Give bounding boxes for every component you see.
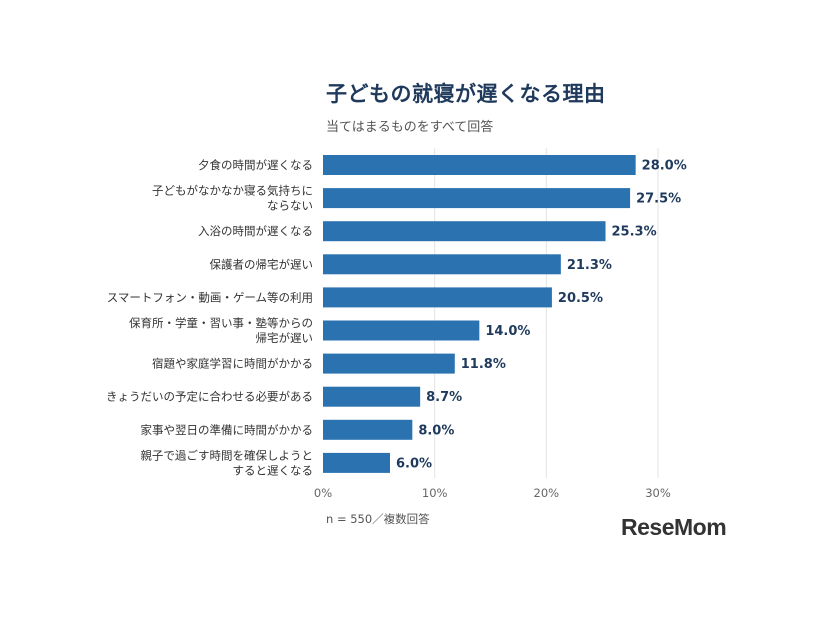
bar	[323, 221, 606, 242]
x-tick-label: 0%	[314, 486, 332, 500]
value-label: 25.3%	[612, 225, 657, 240]
value-label: 8.7%	[426, 390, 462, 405]
value-label: 8.0%	[418, 423, 454, 438]
category-label: 夕食の時間が遅くなる	[198, 158, 313, 172]
bars	[323, 155, 636, 473]
resemom-logo: ReseMom	[621, 514, 727, 540]
value-label: 28.0%	[642, 159, 687, 174]
bar	[323, 353, 455, 374]
bar	[323, 287, 552, 308]
category-label: 家事や翌日の準備に時間がかかる	[141, 423, 314, 437]
bar	[323, 452, 390, 473]
value-label: 21.3%	[567, 258, 612, 273]
x-tick-label: 20%	[534, 486, 560, 500]
x-tick-label: 10%	[422, 486, 448, 500]
category-label: スマートフォン・動画・ゲーム等の利用	[107, 290, 313, 304]
bar	[323, 155, 636, 175]
value-label: 20.5%	[558, 291, 603, 306]
bar	[323, 386, 421, 407]
category-labels: 夕食の時間が遅くなる子どもがなかなか寝る気持ちにならない入浴の時間が遅くなる保護…	[106, 158, 313, 477]
value-label: 6.0%	[396, 456, 432, 471]
value-label: 11.8%	[461, 357, 506, 372]
value-label: 27.5%	[636, 192, 681, 207]
bar	[323, 419, 413, 440]
category-label: 宿題や家庭学習に時間がかかる	[152, 357, 313, 371]
category-label: 親子で過ごす時間を確保しようとすると遅くなる	[140, 448, 313, 477]
category-label: きょうだいの予定に合わせる必要がある	[106, 390, 313, 404]
category-label: 保護者の帰宅が遅い	[210, 257, 314, 271]
bar	[323, 320, 480, 341]
bar	[323, 254, 561, 275]
category-label: 保育所・学童・習い事・塾等からの帰宅が遅い	[129, 316, 313, 345]
chart-title: 子どもの就寝が遅くなる理由	[326, 82, 606, 106]
value-label: 14.0%	[485, 324, 530, 339]
bar	[323, 188, 631, 209]
value-labels: 28.0% 27.5% 25.3% 21.3% 20.5% 14.0% 11.8% 8.7% 8…	[396, 159, 687, 472]
chart-subtitle: 当てはまるものをすべて回答	[326, 120, 494, 135]
sample-note: n = 550／複数回答	[326, 512, 430, 526]
x-tick-label: 30%	[645, 486, 671, 500]
x-axis-ticks: 0% 10% 20% 30%	[314, 486, 671, 500]
category-label: 入浴の時間が遅くなる	[198, 224, 313, 238]
category-label: 子どもがなかなか寝る気持ちにならない	[152, 184, 313, 213]
